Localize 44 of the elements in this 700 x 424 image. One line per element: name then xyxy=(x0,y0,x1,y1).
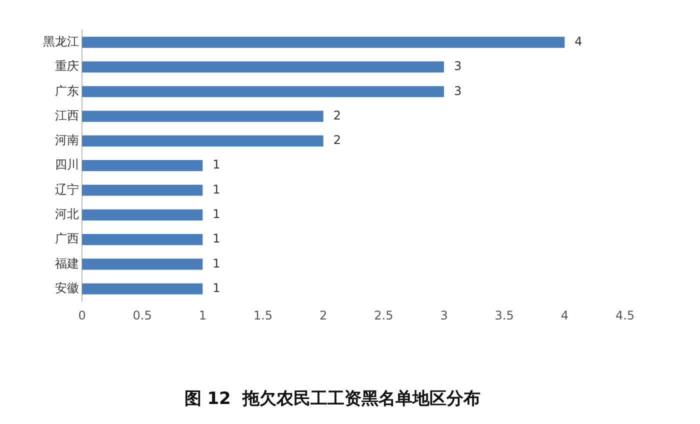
x-tick-label: 4.5 xyxy=(615,308,635,323)
x-tick-label: 3.5 xyxy=(494,308,514,323)
bar xyxy=(82,184,203,196)
x-tick-label: 1 xyxy=(198,308,206,323)
text: 图 12 拖欠农民工工资黑名单地区分布 xyxy=(184,389,481,410)
x-tick-label: 2.5 xyxy=(374,308,394,323)
x-tick-label: 1.5 xyxy=(253,308,273,323)
y-tick-label: 江西 xyxy=(55,108,79,122)
x-tick-label: 0 xyxy=(78,308,86,323)
data-label: 1 xyxy=(212,158,220,172)
y-tick-label: 安徽 xyxy=(55,281,79,295)
bar xyxy=(82,86,444,98)
bar xyxy=(82,160,203,172)
data-label: 1 xyxy=(212,281,220,295)
x-tick-label: 4 xyxy=(560,308,568,323)
y-tick-label: 重庆 xyxy=(55,59,79,74)
data-label: 2 xyxy=(333,108,341,122)
data-label: 1 xyxy=(212,207,220,222)
data-label: 1 xyxy=(212,232,220,246)
x-tick-label: 0.5 xyxy=(132,308,152,323)
y-tick-label: 福建 xyxy=(55,256,79,270)
bar xyxy=(82,258,203,270)
bar xyxy=(82,36,565,48)
y-tick-label: 河南 xyxy=(55,133,79,148)
x-tick-label: 3 xyxy=(440,308,448,323)
data-label: 1 xyxy=(212,182,220,196)
y-tick-label: 辽宁 xyxy=(55,182,79,196)
bar xyxy=(82,61,444,73)
bar xyxy=(82,209,203,220)
y-tick-label: 黑龙江 xyxy=(43,34,79,48)
bar xyxy=(82,110,324,122)
x-tick-label: 2 xyxy=(320,308,328,323)
y-tick-label: 河北 xyxy=(55,207,79,222)
data-label: 1 xyxy=(212,256,220,270)
data-label: 3 xyxy=(454,84,462,98)
bar xyxy=(82,234,203,246)
y-tick-label: 广东 xyxy=(55,84,79,98)
data-label: 4 xyxy=(574,34,582,48)
bar xyxy=(82,283,203,294)
data-label: 2 xyxy=(333,133,341,148)
data-label: 3 xyxy=(454,59,462,74)
bar xyxy=(82,135,324,146)
y-tick-label: 四川 xyxy=(55,158,79,172)
y-tick-label: 广西 xyxy=(55,232,79,246)
